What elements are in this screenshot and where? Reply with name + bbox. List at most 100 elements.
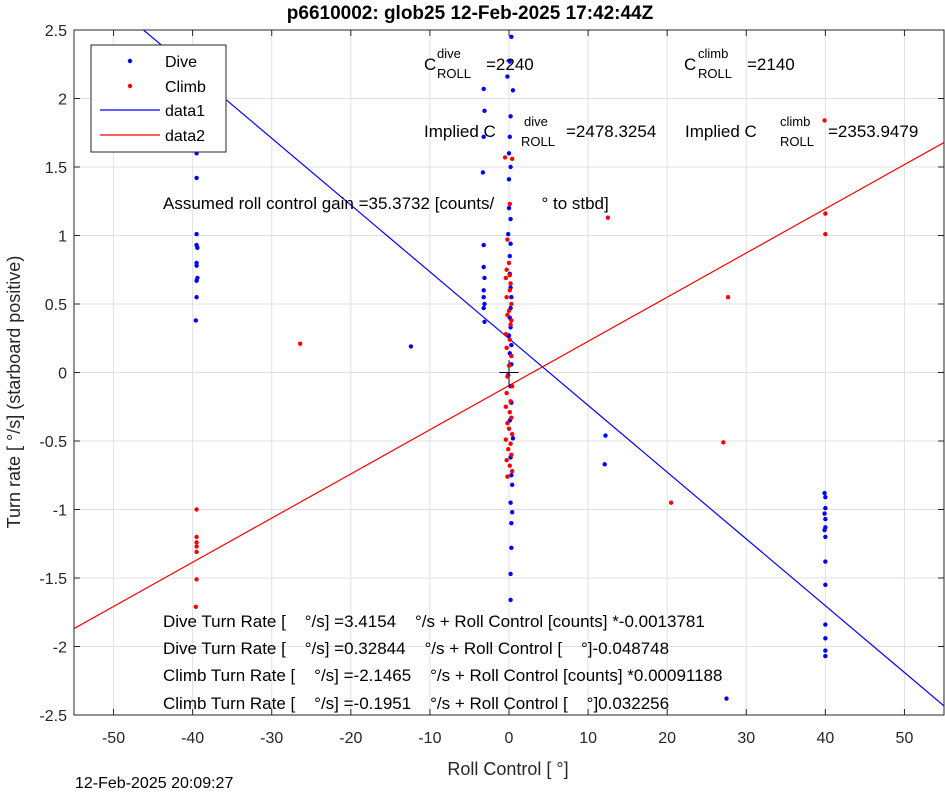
dive-point	[509, 342, 514, 348]
climb-point	[507, 410, 512, 415]
c-roll-climb-annotation: C climb ROLL =2140	[684, 46, 795, 81]
dive-point	[508, 114, 513, 119]
climb-point	[509, 318, 514, 323]
climb-point	[721, 440, 726, 445]
climb-point	[503, 404, 509, 409]
legend-data1-label: data1	[165, 103, 205, 120]
y-axis-label: Turn rate [ °/s] (starboard positive)	[4, 256, 24, 529]
dive-point	[506, 177, 512, 182]
climb-point	[505, 374, 510, 379]
timestamp: 12-Feb-2025 20:09:27	[75, 775, 233, 792]
climb-point	[507, 201, 512, 207]
x-tick-label: -40	[181, 730, 204, 747]
dive-point	[510, 88, 516, 93]
dive-point	[508, 571, 513, 577]
svg-text:climb: climb	[780, 114, 810, 129]
dive-point	[823, 582, 828, 588]
dive-point	[823, 648, 828, 653]
dive-point	[506, 151, 512, 156]
climb-point	[725, 294, 731, 300]
climb-point	[506, 363, 512, 368]
y-tick-label: 2	[58, 92, 67, 109]
dive-point	[823, 516, 828, 522]
dive-point	[509, 294, 514, 300]
dive-point	[507, 134, 512, 140]
dive-point	[509, 510, 515, 515]
implied-c-roll-climb-annotation: Implied C climb ROLL =2353.9479	[685, 114, 918, 149]
x-axis-label: Roll Control [ °]	[447, 759, 568, 779]
climb-point	[508, 322, 513, 327]
dive-point	[482, 301, 487, 307]
svg-text:=2140: =2140	[747, 55, 795, 74]
dive-point	[408, 344, 414, 349]
implied-c-roll-dive-annotation: Implied C dive ROLL =2478.3254	[424, 114, 656, 149]
climb-point	[194, 549, 199, 555]
dive-point	[481, 294, 486, 300]
climb-point	[504, 390, 509, 396]
climb-point	[194, 540, 199, 545]
dive-point	[822, 511, 827, 516]
legend-dive-label: Dive	[165, 54, 197, 71]
climb-point	[668, 500, 674, 505]
climb-point	[193, 604, 198, 609]
svg-text:=2353.9479: =2353.9479	[828, 122, 918, 141]
climb-point	[509, 384, 515, 389]
climb-point	[505, 312, 510, 318]
dive-point	[508, 216, 513, 222]
svg-text:climb: climb	[698, 46, 728, 61]
dive-point	[509, 34, 514, 40]
y-tick-label: -0.5	[39, 434, 67, 451]
dive-point	[823, 622, 828, 627]
dive-point	[506, 205, 512, 211]
axis-ticks: -50 -40 -30 -20 -10 0 10 20 30 40 50-2.5-2-1.5-1-0…	[39, 23, 944, 747]
dive-point	[508, 500, 513, 505]
x-tick-label: 10	[579, 730, 597, 747]
climb-point	[503, 275, 509, 281]
climb-point	[509, 353, 514, 359]
dive-point	[481, 86, 486, 92]
fit-equation-climb-degrees: Climb Turn Rate [ °/s] =-0.1951 °/s + Ro…	[163, 694, 669, 713]
climb-point	[506, 260, 512, 266]
x-tick-label: -30	[260, 730, 283, 747]
climb-point	[505, 237, 510, 242]
svg-text:ROLL: ROLL	[780, 134, 814, 149]
dive-point	[602, 462, 607, 467]
climb-point	[507, 273, 512, 278]
climb-point	[509, 301, 514, 307]
chart-title: p6610002: glob25 12-Feb-2025 17:42:44Z	[287, 3, 654, 24]
dive-point	[481, 288, 486, 293]
fit-equation-climb-counts: Climb Turn Rate [ °/s] =-2.1465 °/s + Ro…	[163, 666, 722, 685]
dive-point	[508, 241, 513, 246]
legend-box	[90, 44, 227, 153]
x-tick-label: 0	[505, 730, 514, 747]
dive-point	[480, 170, 486, 175]
svg-text:Implied C: Implied C	[424, 122, 496, 141]
dive-point	[481, 134, 486, 140]
dive-point	[194, 263, 199, 268]
svg-text:Implied C: Implied C	[685, 122, 757, 141]
dive-point	[822, 490, 827, 496]
fit-equation-dive-degrees: Dive Turn Rate [ °/s] =0.32844 °/s + Rol…	[163, 639, 669, 658]
svg-text:dive: dive	[524, 114, 548, 129]
dive-point	[481, 242, 486, 248]
dive-point	[509, 545, 514, 551]
climb-point	[508, 281, 513, 286]
dive-point	[508, 597, 513, 603]
climb-point	[194, 577, 199, 582]
dive-point	[193, 318, 198, 323]
x-tick-label: 20	[658, 730, 676, 747]
dive-point	[194, 175, 199, 181]
y-tick-label: 0.5	[45, 297, 67, 314]
climb-point	[508, 441, 513, 446]
dive-point	[823, 494, 828, 500]
dive-point	[822, 527, 827, 533]
svg-text:=2240: =2240	[486, 55, 534, 74]
climb-point	[503, 331, 509, 337]
legend-data2-label: data2	[165, 128, 205, 145]
x-tick-label: -20	[339, 730, 362, 747]
dive-point	[194, 278, 199, 283]
fit-equations: Dive Turn Rate [ °/s] =3.4154 °/s + Roll…	[163, 612, 722, 713]
dive-point	[507, 253, 512, 259]
dive-point	[194, 231, 199, 237]
climb-point	[504, 267, 509, 272]
